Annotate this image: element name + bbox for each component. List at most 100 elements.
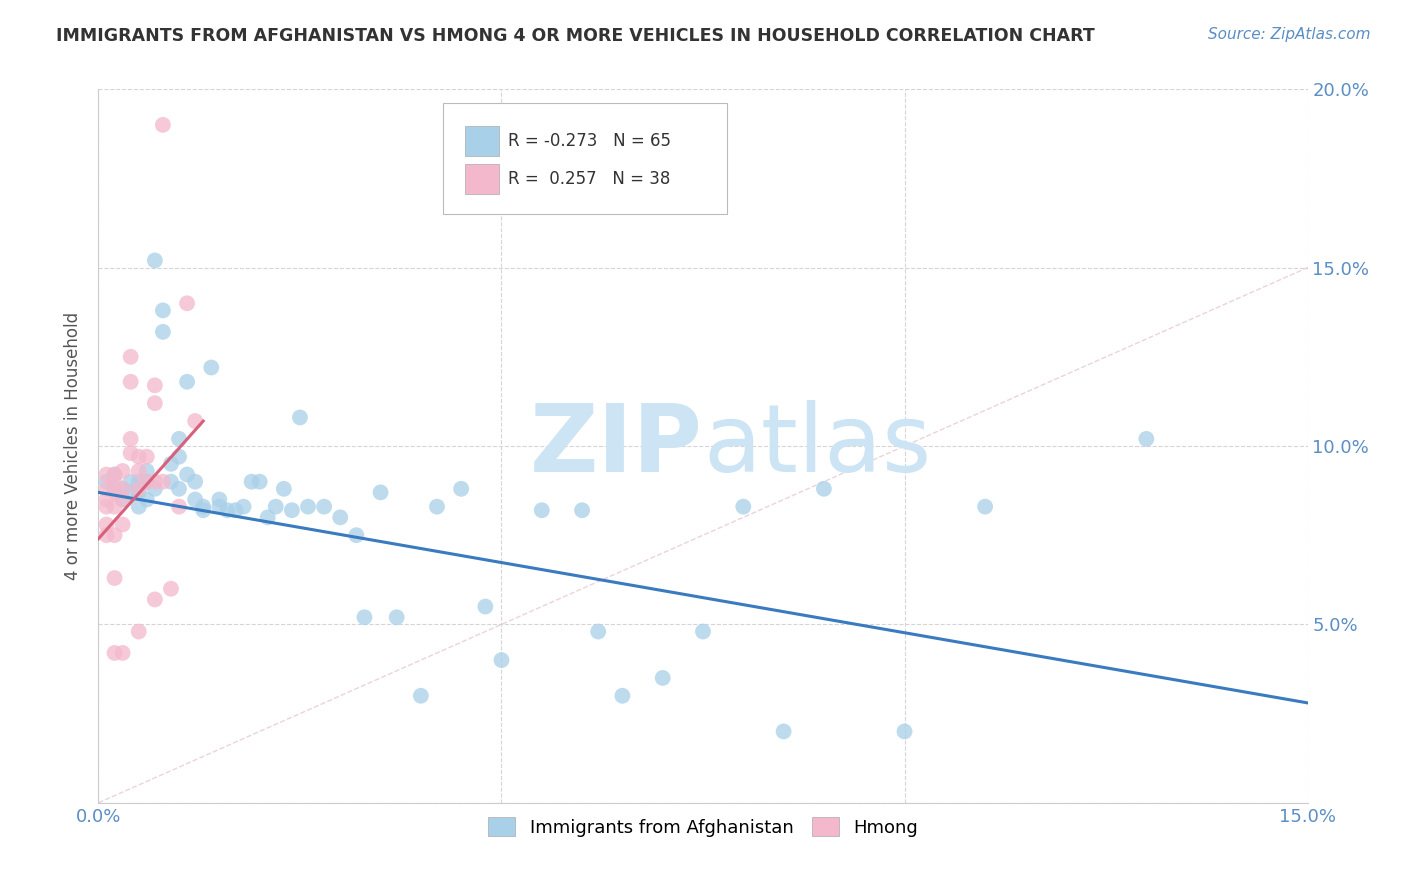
Point: [128, 475, 150, 489]
Point: [184, 492, 207, 507]
Point: [143, 396, 166, 410]
Point: [370, 485, 392, 500]
Point: [111, 492, 134, 507]
Point: [167, 432, 190, 446]
Point: [450, 482, 472, 496]
Point: [217, 503, 239, 517]
Point: [111, 482, 134, 496]
Point: [120, 485, 142, 500]
Point: [772, 724, 794, 739]
Point: [111, 517, 134, 532]
Point: [128, 624, 150, 639]
Point: [193, 503, 215, 517]
Point: [184, 475, 207, 489]
Point: [120, 350, 142, 364]
Point: [160, 582, 183, 596]
Point: [103, 482, 125, 496]
Point: [103, 646, 125, 660]
Point: [103, 485, 125, 500]
Point: [426, 500, 449, 514]
Point: [103, 475, 125, 489]
Point: [167, 450, 190, 464]
Point: [135, 464, 157, 478]
Point: [128, 464, 150, 478]
Point: [813, 482, 835, 496]
Point: [160, 475, 183, 489]
Point: [409, 689, 432, 703]
Point: [651, 671, 673, 685]
Point: [96, 467, 118, 482]
Point: [143, 592, 166, 607]
Point: [167, 500, 190, 514]
Point: [128, 482, 150, 496]
Point: [329, 510, 352, 524]
FancyBboxPatch shape: [443, 103, 727, 214]
Point: [208, 500, 231, 514]
Point: [128, 485, 150, 500]
Point: [208, 492, 231, 507]
Point: [176, 467, 198, 482]
Point: [103, 500, 125, 514]
Point: [256, 510, 278, 524]
Point: [96, 475, 118, 489]
Point: [103, 467, 125, 482]
Point: [176, 296, 198, 310]
Point: [152, 475, 174, 489]
Point: [612, 689, 634, 703]
Point: [96, 492, 118, 507]
Point: [224, 503, 246, 517]
Point: [143, 482, 166, 496]
Point: [281, 503, 304, 517]
Point: [474, 599, 496, 614]
Point: [103, 467, 125, 482]
Point: [111, 646, 134, 660]
Text: Source: ZipAtlas.com: Source: ZipAtlas.com: [1208, 27, 1371, 42]
Point: [120, 375, 142, 389]
Text: R =  0.257   N = 38: R = 0.257 N = 38: [509, 170, 671, 188]
Point: [974, 500, 997, 514]
Legend: Immigrants from Afghanistan, Hmong: Immigrants from Afghanistan, Hmong: [481, 810, 925, 844]
Point: [249, 475, 271, 489]
Point: [344, 528, 367, 542]
Point: [240, 475, 263, 489]
Point: [120, 475, 142, 489]
Point: [200, 360, 222, 375]
Point: [314, 500, 336, 514]
Point: [288, 410, 311, 425]
Point: [143, 378, 166, 392]
Point: [176, 375, 198, 389]
Point: [152, 325, 174, 339]
Point: [167, 482, 190, 496]
Point: [530, 503, 553, 517]
Point: [193, 500, 215, 514]
Point: [135, 492, 157, 507]
Point: [152, 118, 174, 132]
Point: [264, 500, 287, 514]
Point: [135, 475, 157, 489]
Y-axis label: 4 or more Vehicles in Household: 4 or more Vehicles in Household: [65, 312, 83, 580]
Point: [103, 528, 125, 542]
Point: [571, 503, 593, 517]
FancyBboxPatch shape: [465, 126, 499, 155]
Point: [184, 414, 207, 428]
Point: [96, 500, 118, 514]
Point: [143, 253, 166, 268]
Point: [128, 500, 150, 514]
Point: [103, 571, 125, 585]
Point: [135, 450, 157, 464]
Point: [297, 500, 319, 514]
Point: [111, 492, 134, 507]
Point: [232, 500, 254, 514]
Text: atlas: atlas: [703, 400, 931, 492]
Point: [96, 528, 118, 542]
Point: [273, 482, 295, 496]
Text: R = -0.273   N = 65: R = -0.273 N = 65: [509, 132, 671, 150]
Point: [586, 624, 609, 639]
Point: [152, 303, 174, 318]
Text: IMMIGRANTS FROM AFGHANISTAN VS HMONG 4 OR MORE VEHICLES IN HOUSEHOLD CORRELATION: IMMIGRANTS FROM AFGHANISTAN VS HMONG 4 O…: [56, 27, 1095, 45]
Point: [111, 482, 134, 496]
Point: [353, 610, 375, 624]
Point: [120, 446, 142, 460]
Point: [491, 653, 513, 667]
Point: [1135, 432, 1157, 446]
